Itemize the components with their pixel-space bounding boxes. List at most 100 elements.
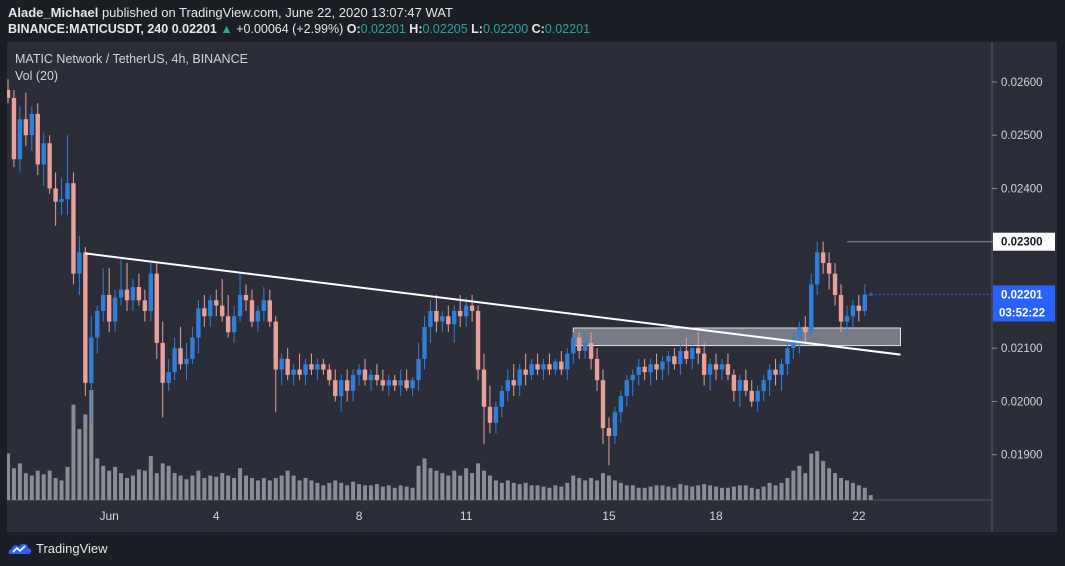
candle-body: [160, 342, 165, 383]
chart-panel[interactable]: 0.01900 0.02000 0.02100 0.02300 0.02400 0.025…: [7, 42, 1057, 532]
candle-body: [267, 300, 272, 322]
candle-body: [83, 252, 88, 383]
candle-body: [672, 356, 677, 365]
volume-bar: [547, 487, 552, 500]
volume-bar: [630, 485, 635, 500]
chart-legend: MATIC Network / TetherUS, 4h, BINANCE Vo…: [15, 52, 248, 86]
volume-bar: [785, 478, 790, 500]
volume-bar: [107, 470, 112, 500]
volume-bar: [83, 414, 88, 500]
volume-bar: [95, 458, 100, 500]
candle-body: [321, 364, 326, 370]
volume-bar: [839, 478, 843, 500]
candle-body: [249, 300, 255, 322]
candle-body: [422, 326, 427, 359]
volume-bar: [743, 485, 748, 500]
volume-bar: [208, 475, 213, 500]
x-tick-label: 18: [709, 509, 723, 523]
volume-bar: [779, 482, 784, 500]
volume-bar: [720, 487, 724, 500]
candle-body: [553, 361, 558, 370]
candle-body: [184, 358, 189, 365]
published-text: published on TradingView.com, June 22, 2…: [101, 5, 453, 20]
symbol-label: BINANCE:MATICUSDT, 240: [8, 22, 169, 36]
volume-bar: [285, 470, 290, 500]
volume-bar: [190, 475, 195, 500]
volume-bar: [482, 470, 486, 500]
volume-bar: [71, 404, 76, 500]
tradingview-logo[interactable]: TradingView: [8, 540, 108, 556]
candle-body: [458, 310, 463, 317]
volume-bar: [797, 465, 802, 500]
candle-body: [678, 350, 683, 365]
candle-body: [136, 286, 142, 301]
volume-bar: [368, 485, 373, 500]
candle-body: [654, 364, 659, 370]
volume-bar: [809, 453, 814, 500]
volume-bar: [595, 480, 600, 500]
candle-body: [838, 294, 844, 322]
volume-bar: [77, 429, 82, 500]
volume-indicator-label[interactable]: Vol (20): [15, 69, 59, 83]
candle-body: [291, 369, 296, 375]
header: Alade_Michael published on TradingView.c…: [0, 0, 1065, 40]
candlestick-chart[interactable]: 0.01900 0.02000 0.02100 0.02300 0.02400 0.025…: [7, 42, 1057, 532]
volume-bar: [725, 487, 730, 500]
volume-bar: [130, 475, 135, 500]
candle-body: [755, 390, 760, 402]
volume-bar: [428, 468, 433, 500]
low-value: 0.02200: [482, 22, 529, 36]
volume-bar: [267, 480, 272, 500]
volume-bar: [612, 480, 617, 500]
candle-body: [273, 321, 278, 370]
volume-bar: [351, 481, 356, 500]
candle-body: [577, 337, 582, 351]
price-axis[interactable]: 0.01900 0.02000 0.02100 0.02300 0.02400 0.025…: [992, 77, 1043, 462]
candle-body: [89, 337, 94, 383]
time-axis[interactable]: Jun 4 8 11 15 18 22: [99, 509, 865, 523]
candle-body: [666, 356, 671, 362]
candle-body: [820, 252, 826, 264]
close-value: 0.02201: [544, 22, 591, 36]
volume-bar: [333, 480, 338, 500]
candle-body: [154, 273, 159, 343]
candle-body: [606, 428, 612, 437]
volume-bar: [238, 468, 243, 500]
trendline[interactable]: [85, 252, 901, 356]
candle-body: [856, 305, 862, 311]
candle-body: [832, 273, 838, 295]
volume-bar: [737, 485, 742, 500]
candle-body: [660, 361, 665, 370]
volume-bar: [791, 470, 796, 500]
candle-body: [106, 294, 112, 322]
candle-body: [850, 305, 856, 317]
volume-bar: [571, 475, 576, 500]
candle-body: [761, 380, 766, 391]
candle-body: [713, 364, 719, 370]
candle-body: [582, 342, 588, 351]
candle-body: [511, 380, 516, 386]
author-name[interactable]: Alade_Michael: [8, 5, 99, 20]
descending-trendline[interactable]: [85, 252, 901, 356]
volume-bar: [684, 485, 689, 500]
candle-body: [309, 364, 314, 370]
volume-bar: [606, 475, 611, 500]
candle-body: [303, 364, 308, 375]
change-up-icon: ▲: [220, 22, 233, 36]
resistance-price-label: 0.02300: [1001, 237, 1043, 249]
volume-bar: [654, 485, 659, 500]
current-price-label: 0.02201: [1001, 289, 1043, 301]
support-zone-box[interactable]: [572, 327, 901, 347]
candle-body: [535, 364, 540, 370]
volume-bar: [184, 479, 189, 500]
volume-bar: [577, 478, 582, 500]
last-price: 0.02201: [171, 22, 217, 36]
volume-bar: [499, 482, 504, 500]
candle-body: [571, 337, 576, 354]
candle-body: [41, 143, 46, 165]
candle-body: [17, 119, 23, 160]
volume-bar: [487, 475, 492, 500]
candle-body: [785, 348, 790, 365]
candle-body: [77, 252, 82, 274]
volume-bar: [172, 473, 177, 500]
